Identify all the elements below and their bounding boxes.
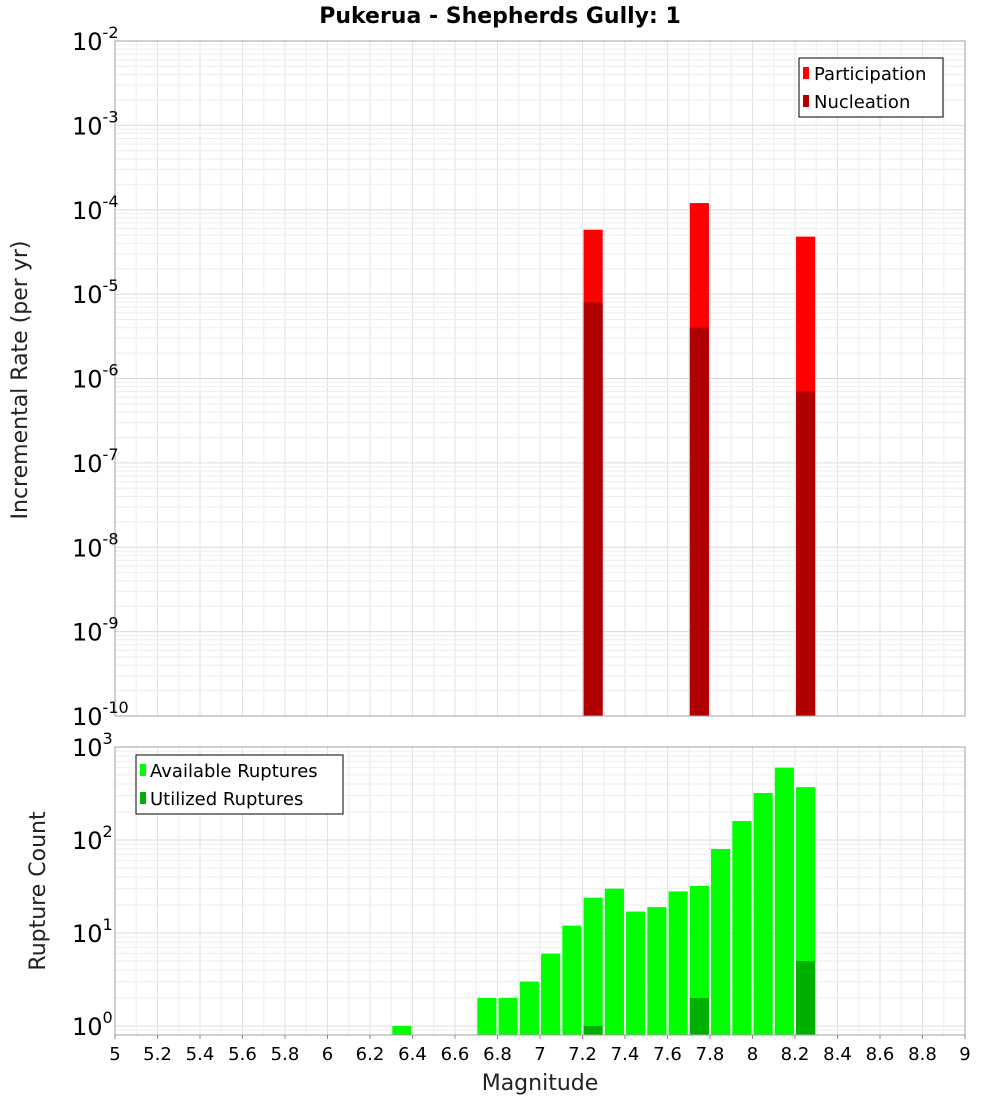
top-y-tick-label: 10-10 bbox=[72, 698, 129, 731]
top-y-tick-label: 10-6 bbox=[72, 361, 119, 394]
x-tick-label: 8.8 bbox=[908, 1044, 937, 1065]
x-tick-label: 7.4 bbox=[611, 1044, 640, 1065]
legend-utilized-swatch bbox=[140, 792, 146, 804]
available-ruptures-bar bbox=[520, 982, 539, 1035]
x-tick-label: 6.8 bbox=[483, 1044, 512, 1065]
x-tick-label: 7.8 bbox=[696, 1044, 725, 1065]
available-ruptures-bar bbox=[605, 889, 624, 1035]
x-tick-label: 7.6 bbox=[653, 1044, 682, 1065]
top-y-tick-label: 10-8 bbox=[72, 529, 119, 562]
nucleation-bar bbox=[690, 328, 709, 716]
x-tick-label: 8.6 bbox=[866, 1044, 895, 1065]
legend-utilized-label: Utilized Ruptures bbox=[150, 789, 303, 810]
x-tick-label: 6.2 bbox=[356, 1044, 385, 1065]
x-tick-label: 5.2 bbox=[143, 1044, 172, 1065]
available-ruptures-bar bbox=[732, 821, 751, 1035]
x-tick-label: 5 bbox=[109, 1044, 120, 1065]
available-ruptures-bar bbox=[541, 954, 560, 1035]
utilized-ruptures-bar bbox=[796, 961, 815, 1035]
available-ruptures-bar bbox=[392, 1026, 411, 1035]
bottom-legend: Available Ruptures Utilized Ruptures bbox=[136, 755, 343, 814]
x-tick-label: 6.6 bbox=[441, 1044, 470, 1065]
x-tick-label: 7 bbox=[534, 1044, 545, 1065]
x-tick-label: 8 bbox=[747, 1044, 758, 1065]
top-y-tick-label: 10-9 bbox=[72, 614, 119, 647]
available-ruptures-bar bbox=[754, 793, 773, 1035]
available-ruptures-bar bbox=[477, 998, 496, 1035]
utilized-ruptures-bar bbox=[690, 998, 709, 1035]
top-plot-grid bbox=[115, 41, 965, 716]
x-tick-label: 8.2 bbox=[781, 1044, 810, 1065]
legend-available-label: Available Ruptures bbox=[150, 761, 318, 782]
utilized-ruptures-bar bbox=[584, 1026, 603, 1035]
x-tick-label: 5.6 bbox=[228, 1044, 257, 1065]
top-y-tick-label: 10-7 bbox=[72, 445, 119, 478]
x-tick-label: 5.4 bbox=[186, 1044, 215, 1065]
available-ruptures-bar bbox=[626, 912, 645, 1035]
available-ruptures-bar bbox=[584, 898, 603, 1035]
top-legend: Participation Nucleation bbox=[799, 58, 943, 117]
x-axis-label: Magnitude bbox=[482, 1071, 599, 1096]
nucleation-bar bbox=[796, 392, 815, 716]
legend-participation-swatch bbox=[803, 67, 809, 79]
legend-participation-label: Participation bbox=[814, 64, 926, 85]
x-tick-label: 6.4 bbox=[398, 1044, 427, 1065]
x-tick-label: 9 bbox=[959, 1044, 970, 1065]
available-ruptures-bar bbox=[562, 926, 581, 1035]
bottom-y-tick-label: 102 bbox=[72, 822, 113, 855]
top-y-tick-label: 10-3 bbox=[72, 107, 119, 140]
x-tick-label: 6 bbox=[322, 1044, 333, 1065]
chart: Pukerua - Shepherds Gully: 1 10-10 10-9 10… bbox=[0, 0, 1000, 1100]
top-plot-bars bbox=[584, 203, 816, 716]
top-y-tick-label: 10-5 bbox=[72, 276, 119, 309]
available-ruptures-bar bbox=[669, 891, 688, 1035]
bottom-y-tick-label: 103 bbox=[72, 729, 113, 762]
legend-available-swatch bbox=[140, 764, 146, 776]
bottom-y-tick-labels: 100 101 102 103 bbox=[72, 729, 113, 1041]
legend-nucleation-swatch bbox=[803, 95, 809, 107]
available-ruptures-bar bbox=[711, 849, 730, 1035]
bottom-y-tick-label: 100 bbox=[72, 1008, 113, 1041]
x-tick-label: 7.2 bbox=[568, 1044, 597, 1065]
top-y-axis-label: Incremental Rate (per yr) bbox=[8, 241, 33, 520]
top-y-tick-label: 10-4 bbox=[72, 192, 119, 225]
bottom-y-axis-label: Rupture Count bbox=[26, 811, 51, 971]
chart-title: Pukerua - Shepherds Gully: 1 bbox=[319, 4, 681, 29]
available-ruptures-bar bbox=[499, 998, 518, 1035]
legend-nucleation-label: Nucleation bbox=[814, 92, 910, 113]
top-y-tick-label: 10-2 bbox=[72, 23, 119, 56]
available-ruptures-bar bbox=[647, 907, 666, 1035]
x-tick-label: 8.4 bbox=[823, 1044, 852, 1065]
x-tick-labels: 5 5.2 5.4 5.6 5.8 6 6.2 6.4 6.6 6.8 7 7.2 7.4 7.6 7.8 8… bbox=[109, 1035, 970, 1065]
nucleation-bar bbox=[584, 302, 603, 716]
available-ruptures-bar bbox=[775, 768, 794, 1035]
x-tick-label: 5.8 bbox=[271, 1044, 300, 1065]
bottom-y-tick-label: 101 bbox=[72, 915, 113, 948]
